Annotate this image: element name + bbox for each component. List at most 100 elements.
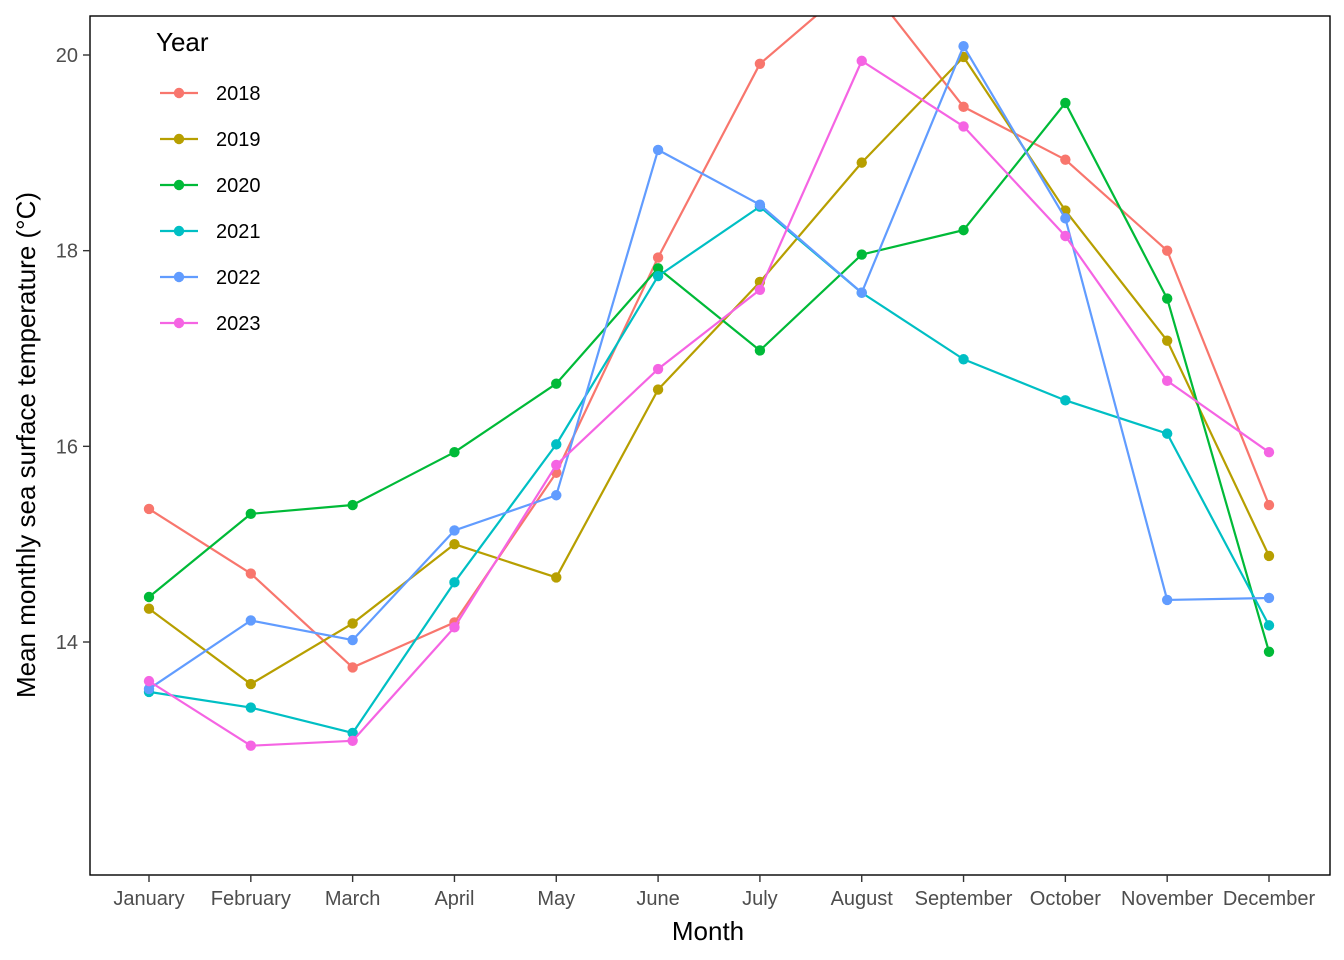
legend-item-2020: 2020 (160, 175, 261, 197)
series-line (148, 101, 1271, 653)
data-point (1161, 335, 1173, 346)
data-point (143, 675, 155, 687)
data-point (856, 287, 867, 298)
data-point (245, 615, 257, 626)
data-point (856, 55, 867, 67)
x-tick-label: August (831, 888, 894, 910)
data-point (1263, 447, 1275, 458)
data-point (652, 252, 664, 263)
data-point (1060, 97, 1071, 109)
data-point (347, 735, 358, 747)
x-axis-title: Month (672, 916, 744, 946)
data-point (551, 490, 562, 501)
data-point (245, 678, 257, 690)
legend-label: 2022 (216, 267, 261, 289)
data-point (1060, 230, 1071, 242)
x-tick-label: June (636, 888, 679, 910)
data-point (347, 662, 358, 673)
legend-title: Year (156, 27, 209, 57)
data-point (245, 740, 257, 751)
legend-key-point (173, 225, 185, 237)
data-point (1263, 499, 1275, 511)
series-line (148, 205, 1270, 735)
data-point (958, 101, 969, 113)
y-tick-label: 16 (56, 436, 78, 458)
data-point (347, 618, 358, 629)
legend: Year 2018 2019 2020 2021 2022 2023 (156, 27, 261, 335)
data-point (245, 702, 257, 713)
data-point (1263, 592, 1275, 604)
x-tick-label: July (742, 888, 778, 910)
data-point (958, 40, 969, 52)
y-tick-label: 14 (56, 632, 78, 654)
data-point (856, 157, 867, 168)
series-2018 (143, 16, 1275, 673)
data-point (958, 121, 969, 132)
data-point (449, 622, 460, 633)
data-point (1060, 154, 1071, 165)
data-point (1263, 620, 1275, 631)
x-tick-label: May (537, 888, 575, 910)
series-2020 (143, 97, 1275, 657)
legend-key-point (173, 87, 185, 99)
data-point (1060, 213, 1071, 224)
legend-label: 2020 (216, 175, 261, 197)
x-axis: January February March April May June July Augu… (113, 875, 1315, 910)
data-point (347, 634, 358, 646)
legend-key-point (173, 317, 185, 329)
data-point (1161, 428, 1173, 439)
y-axis: 14 16 18 20 (56, 45, 90, 654)
data-point (1060, 395, 1071, 406)
data-point (245, 508, 257, 520)
x-tick-label: March (325, 888, 381, 910)
legend-item-2019: 2019 (160, 129, 261, 151)
y-tick-label: 18 (56, 241, 78, 263)
data-point (449, 538, 460, 550)
legend-item-2018: 2018 (160, 83, 261, 105)
legend-key-point (173, 179, 185, 191)
data-point (143, 591, 155, 603)
series-2022 (143, 40, 1275, 695)
data-point (1161, 245, 1173, 256)
data-point (652, 384, 664, 395)
series-2023 (143, 55, 1275, 751)
data-point (449, 447, 460, 458)
data-point (652, 263, 664, 274)
legend-item-2022: 2022 (160, 267, 261, 289)
data-point (347, 727, 358, 739)
x-tick-label: November (1121, 888, 1214, 910)
data-point (958, 354, 969, 365)
x-tick-label: April (434, 888, 474, 910)
data-point (652, 144, 664, 156)
data-point (652, 363, 664, 375)
x-tick-label: January (113, 888, 184, 910)
legend-item-2021: 2021 (160, 221, 261, 243)
data-point (143, 603, 155, 614)
data-point (754, 345, 766, 356)
data-point (1161, 375, 1173, 386)
data-point (551, 378, 562, 389)
series-line (148, 45, 1270, 690)
y-axis-title: Mean monthly sea surface temperature (°C… (11, 192, 41, 698)
x-tick-label: October (1030, 888, 1101, 910)
data-point (551, 459, 562, 471)
data-point (1263, 646, 1275, 657)
data-point (1263, 550, 1275, 562)
data-point (143, 683, 155, 695)
legend-label: 2023 (216, 313, 261, 335)
x-tick-label: December (1223, 888, 1316, 910)
data-point (754, 58, 766, 70)
data-point (754, 284, 766, 295)
legend-item-2023: 2023 (160, 313, 261, 335)
series-line (148, 55, 1270, 686)
legend-label: 2021 (216, 221, 261, 243)
legend-label: 2019 (216, 129, 261, 151)
data-point (143, 503, 155, 515)
data-point (449, 577, 460, 588)
series-2019 (143, 51, 1275, 690)
plot-panel-border (89, 15, 1331, 876)
legend-key-point (173, 271, 185, 283)
data-point (245, 568, 257, 579)
data-point (652, 270, 664, 282)
